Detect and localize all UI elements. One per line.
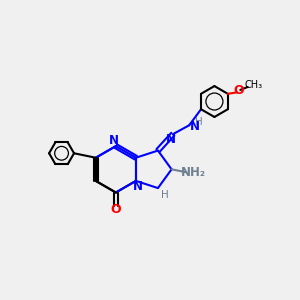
Text: CH₃: CH₃ — [244, 80, 262, 91]
Text: NH₂: NH₂ — [181, 166, 206, 179]
Text: N: N — [132, 180, 142, 193]
Text: H: H — [160, 190, 168, 200]
Text: H: H — [195, 117, 203, 127]
Text: O: O — [110, 203, 121, 216]
Text: N: N — [166, 133, 176, 146]
Text: N: N — [190, 120, 200, 133]
Text: O: O — [233, 84, 244, 97]
Text: N: N — [109, 134, 119, 147]
